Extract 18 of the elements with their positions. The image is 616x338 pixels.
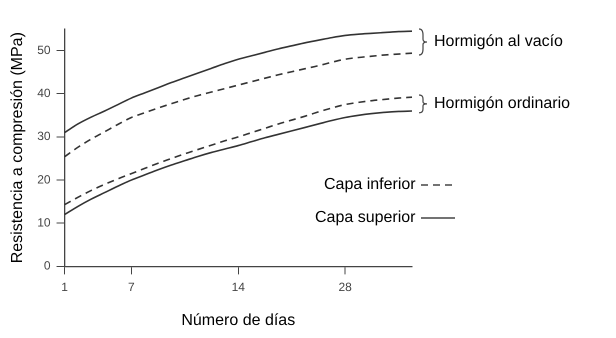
x-axis-title: Número de días	[181, 312, 296, 329]
y-tick-label: 30	[37, 129, 51, 144]
y-axis-title: Resistencia a compresión (MPa)	[9, 32, 26, 264]
x-tick-label: 7	[128, 280, 136, 294]
x-tick-label: 14	[232, 280, 246, 294]
y-tick-label: 40	[37, 86, 51, 100]
line-series	[64, 30, 413, 134]
y-tick-label: 50	[37, 42, 51, 57]
annotation: Capa superior	[315, 209, 416, 227]
x-tick-label: 28	[338, 280, 352, 294]
y-tick-label: 20	[37, 172, 51, 186]
x-tick-label: 1	[61, 280, 68, 294]
y-tick-label: 10	[37, 216, 51, 230]
y-tick-label: 0	[44, 258, 51, 273]
annotation: Capa inferior	[324, 176, 416, 194]
text: Hormigón ordinario	[434, 95, 570, 114]
text: Hormigón al vacío	[434, 33, 563, 52]
line-series	[64, 52, 413, 158]
